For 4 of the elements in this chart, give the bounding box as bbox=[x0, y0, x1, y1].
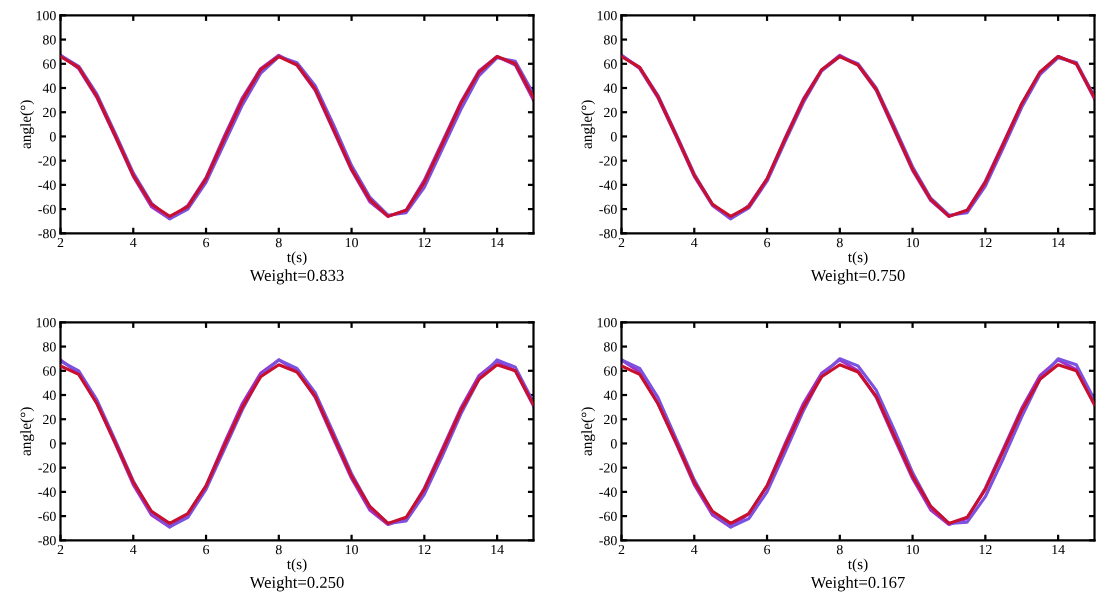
text: Weight=0.250 bbox=[249, 576, 344, 592]
text: Weight=0.750 bbox=[810, 269, 905, 285]
text: Weight=0.833 bbox=[249, 269, 344, 285]
text: Weight=0.167 bbox=[810, 576, 905, 592]
